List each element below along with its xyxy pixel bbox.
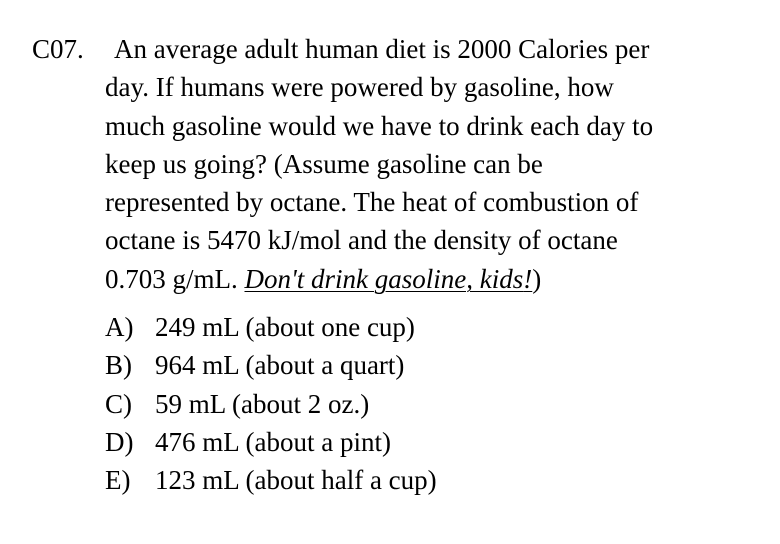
answer-choices: A) 249 mL (about one cup) B) 964 mL (abo…	[105, 308, 437, 499]
choice-letter: C)	[105, 388, 132, 419]
question-line: keep us going? (Assume gasoline can be	[105, 148, 543, 179]
question-line: An average adult human diet is 2000 Calo…	[114, 34, 650, 64]
choice-letter: B)	[105, 350, 132, 381]
choice-e[interactable]: E) 123 mL (about half a cup)	[105, 461, 437, 499]
choice-d[interactable]: D) 476 mL (about a pint)	[105, 423, 437, 461]
warning-exclamation: !	[523, 263, 533, 294]
question-line-prefix: 0.703 g/mL.	[105, 263, 245, 294]
question-line: day. If humans were powered by gasoline,…	[105, 72, 614, 103]
choice-text: 964 mL (about a quart)	[155, 350, 405, 381]
question-text: An average adult human diet is 2000 Calo…	[105, 30, 745, 298]
question-last-line: 0.703 g/mL. Don't drink gasoline, kids!)	[105, 260, 745, 298]
question-line: represented by octane. The heat of combu…	[105, 187, 639, 218]
question-line: octane is 5470 kJ/mol and the density of…	[105, 225, 618, 256]
choice-letter: D)	[105, 426, 134, 457]
choice-c[interactable]: C) 59 mL (about 2 oz.)	[105, 385, 437, 423]
choice-text: 249 mL (about one cup)	[155, 312, 415, 342]
choice-text: 59 mL (about 2 oz.)	[155, 388, 370, 419]
question-line: much gasoline would we have to drink eac…	[105, 110, 654, 141]
choice-letter: E)	[105, 465, 131, 496]
choice-text: 476 mL (about a pint)	[155, 426, 391, 457]
choice-text: 123 mL (about half a cup)	[155, 465, 437, 496]
choice-letter: A)	[105, 312, 134, 342]
warning-words: Don't drink gasoline, kids	[244, 263, 524, 294]
choice-b[interactable]: B) 964 mL (about a quart)	[105, 346, 437, 384]
warning-text: Don't drink gasoline, kids!	[245, 264, 533, 294]
question-number: C07.	[32, 34, 84, 64]
choice-a[interactable]: A) 249 mL (about one cup)	[105, 308, 437, 346]
question-line-suffix: )	[532, 263, 542, 294]
